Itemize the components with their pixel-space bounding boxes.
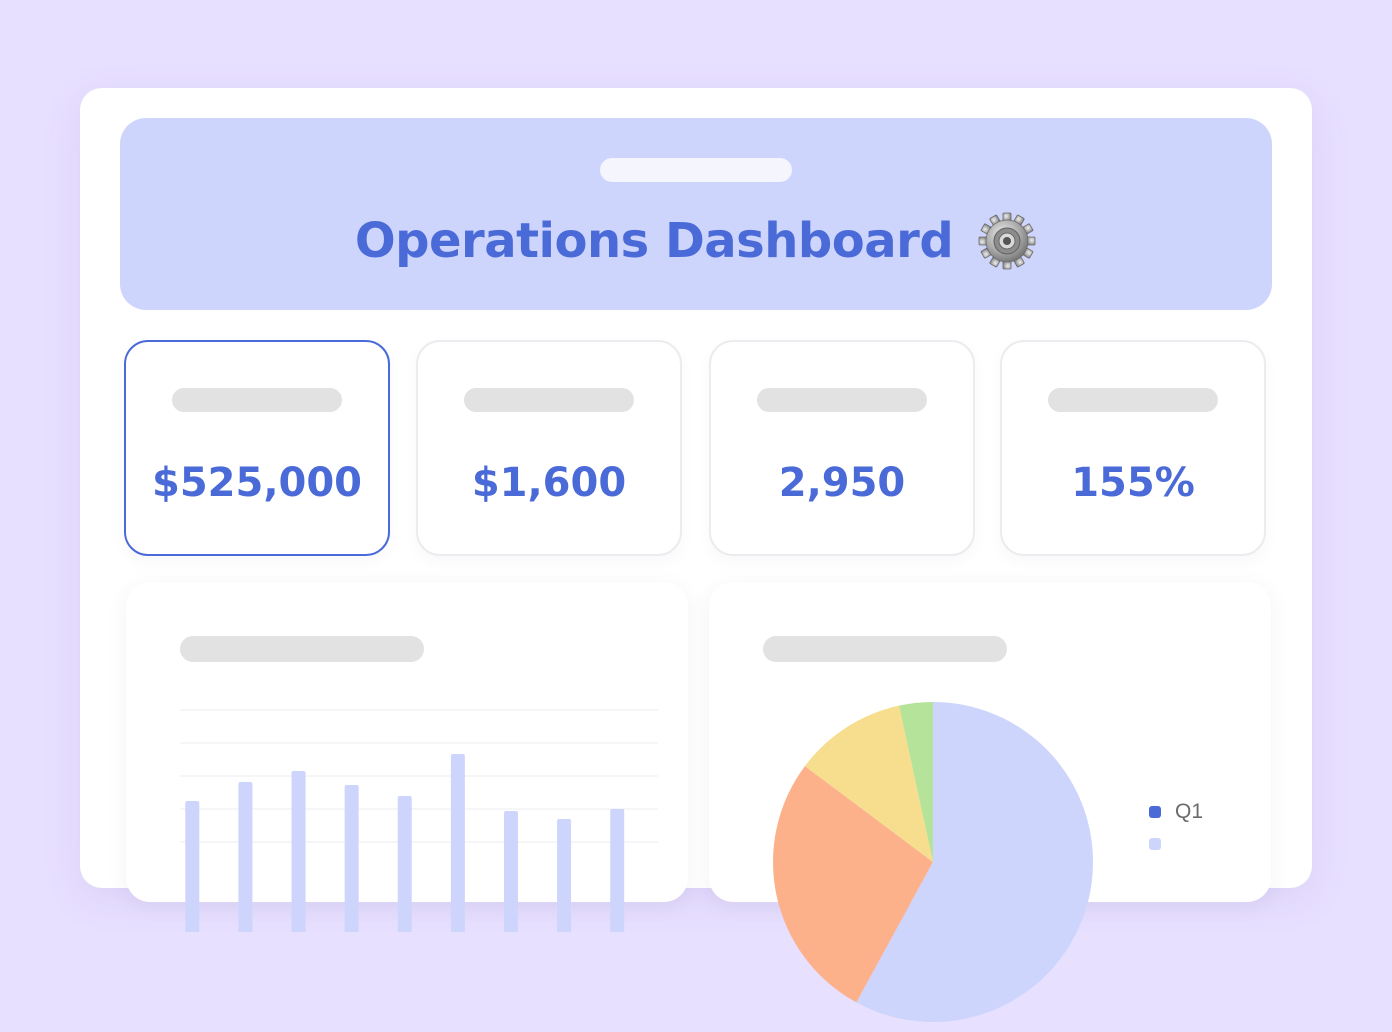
page-title: Operations Dashboard — [354, 213, 954, 269]
chart-bar[interactable] — [503, 811, 518, 932]
stat-label-placeholder — [757, 388, 927, 412]
chart-bar[interactable] — [610, 809, 625, 932]
dashboard-window: Operations Dashboard — [80, 88, 1312, 1022]
bar-chart — [180, 709, 658, 932]
legend-item — [1149, 832, 1203, 856]
chart-bar[interactable] — [397, 796, 412, 932]
chart-bar[interactable] — [450, 754, 465, 932]
header-title-row: Operations Dashboard — [120, 206, 1272, 276]
dashboard-header: Operations Dashboard — [120, 118, 1272, 310]
chart-bar[interactable] — [238, 782, 253, 932]
legend-swatch — [1149, 806, 1161, 818]
chart-bar[interactable] — [557, 819, 572, 932]
chart-bar[interactable] — [344, 785, 359, 932]
stat-value: $525,000 — [151, 460, 363, 506]
chart-title-placeholder — [180, 636, 424, 662]
legend-label: Q1 — [1175, 800, 1204, 823]
gear-icon[interactable] — [977, 211, 1037, 271]
stat-label-placeholder — [464, 388, 634, 412]
pie-legend: Q1 — [1149, 800, 1203, 864]
header-placeholder-pill — [600, 158, 792, 182]
pie-slice[interactable] — [804, 705, 933, 862]
pie-chart-panel: Q1 — [709, 582, 1271, 1022]
bar-chart-panel — [126, 582, 688, 932]
stat-value: $1,600 — [471, 460, 627, 506]
stat-value: 2,950 — [778, 460, 906, 506]
stat-value: 155% — [1071, 460, 1195, 506]
stat-card-4[interactable]: 155% — [1000, 340, 1266, 556]
stat-label-placeholder — [1048, 388, 1218, 412]
stat-card-1[interactable]: $525,000 — [124, 340, 390, 556]
pie-chart — [773, 702, 1093, 1022]
chart-bar[interactable] — [185, 801, 200, 932]
stat-card-2[interactable]: $1,600 — [416, 340, 682, 556]
chart-bar[interactable] — [291, 771, 306, 932]
pie-slice[interactable] — [898, 702, 933, 862]
legend-item: Q1 — [1149, 800, 1203, 824]
stat-label-placeholder — [172, 388, 342, 412]
chart-title-placeholder — [763, 636, 1007, 662]
stat-card-3[interactable]: 2,950 — [709, 340, 975, 556]
